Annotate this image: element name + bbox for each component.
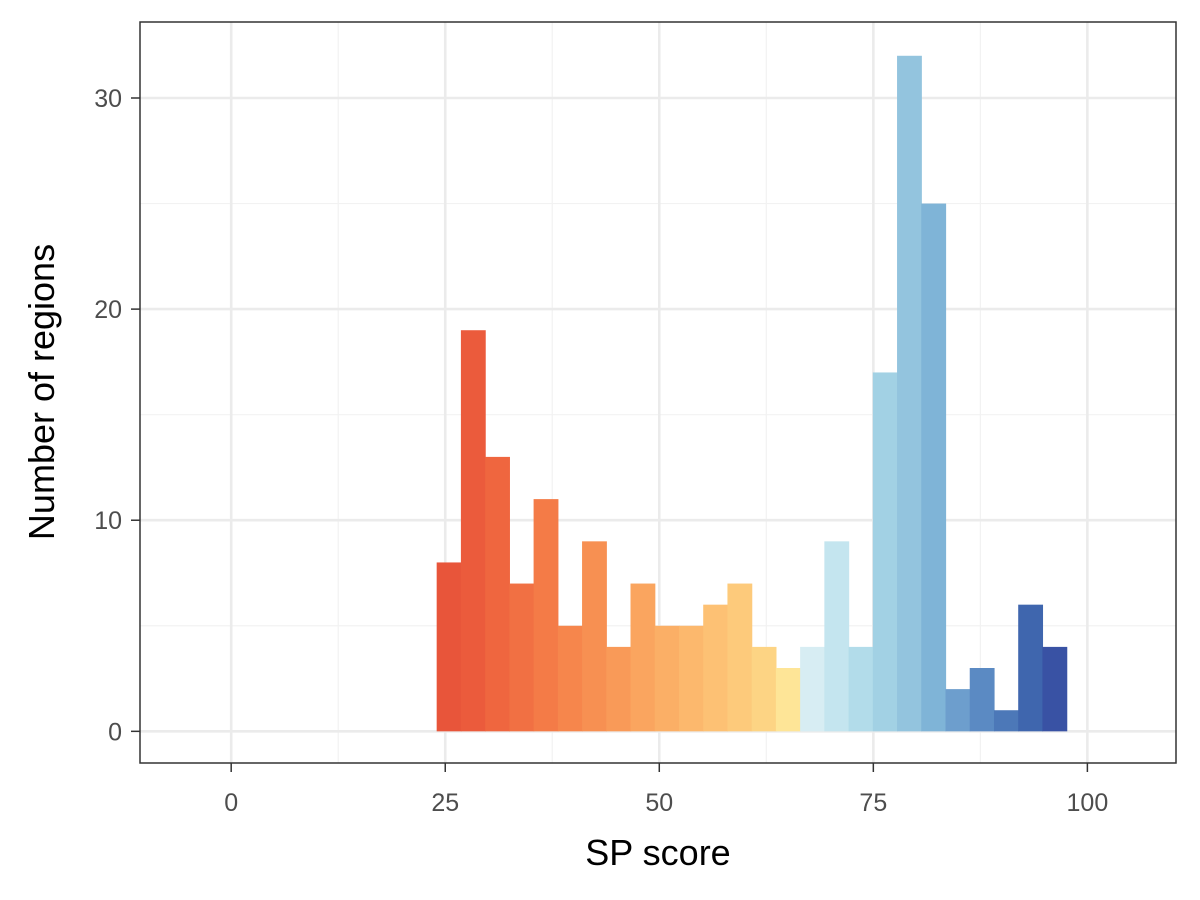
histogram-bar [606,646,632,732]
x-tick-label: 0 [224,789,238,817]
x-tick-label: 50 [645,789,673,817]
histogram-bar [678,625,704,732]
histogram-bar [460,330,486,732]
histogram-bar [582,541,607,732]
histogram-bar [703,604,729,732]
histogram-bar [848,646,874,732]
histogram-bar [824,541,850,732]
histogram-bar [775,668,801,732]
histogram-bar [945,689,971,732]
histogram-bar [800,646,825,732]
x-tick-label: 75 [859,789,887,817]
y-tick-label: 20 [94,296,122,324]
histogram-bar [897,55,922,732]
histogram-bar [1018,604,1044,732]
histogram-bar [436,562,462,732]
histogram-bar [872,372,898,732]
histogram-bar [509,583,535,732]
histogram-bar [727,583,753,732]
y-tick-label: 0 [108,718,122,746]
x-tick-label: 25 [431,789,459,817]
histogram-bar [921,203,947,732]
histogram-bar [969,668,995,732]
histogram-bar [993,710,1019,732]
x-axis-title: SP score [585,832,730,873]
axis-layer: 0 25 50 75 100 0 10 20 30 [94,85,1108,817]
histogram-bar [485,456,510,732]
panel-border [139,21,1177,764]
y-tick-label: 10 [94,507,122,535]
bars-layer [436,55,1068,732]
y-axis-title: Number of regions [21,244,62,540]
histogram-bar [557,625,583,732]
histogram-bar [630,583,656,732]
histogram-bar [654,625,680,732]
histogram-bar [1042,646,1068,732]
x-tick-label: 100 [1067,789,1109,817]
y-tick-label: 30 [94,85,122,113]
histogram-bar [533,499,559,732]
histogram-bar [751,646,777,732]
